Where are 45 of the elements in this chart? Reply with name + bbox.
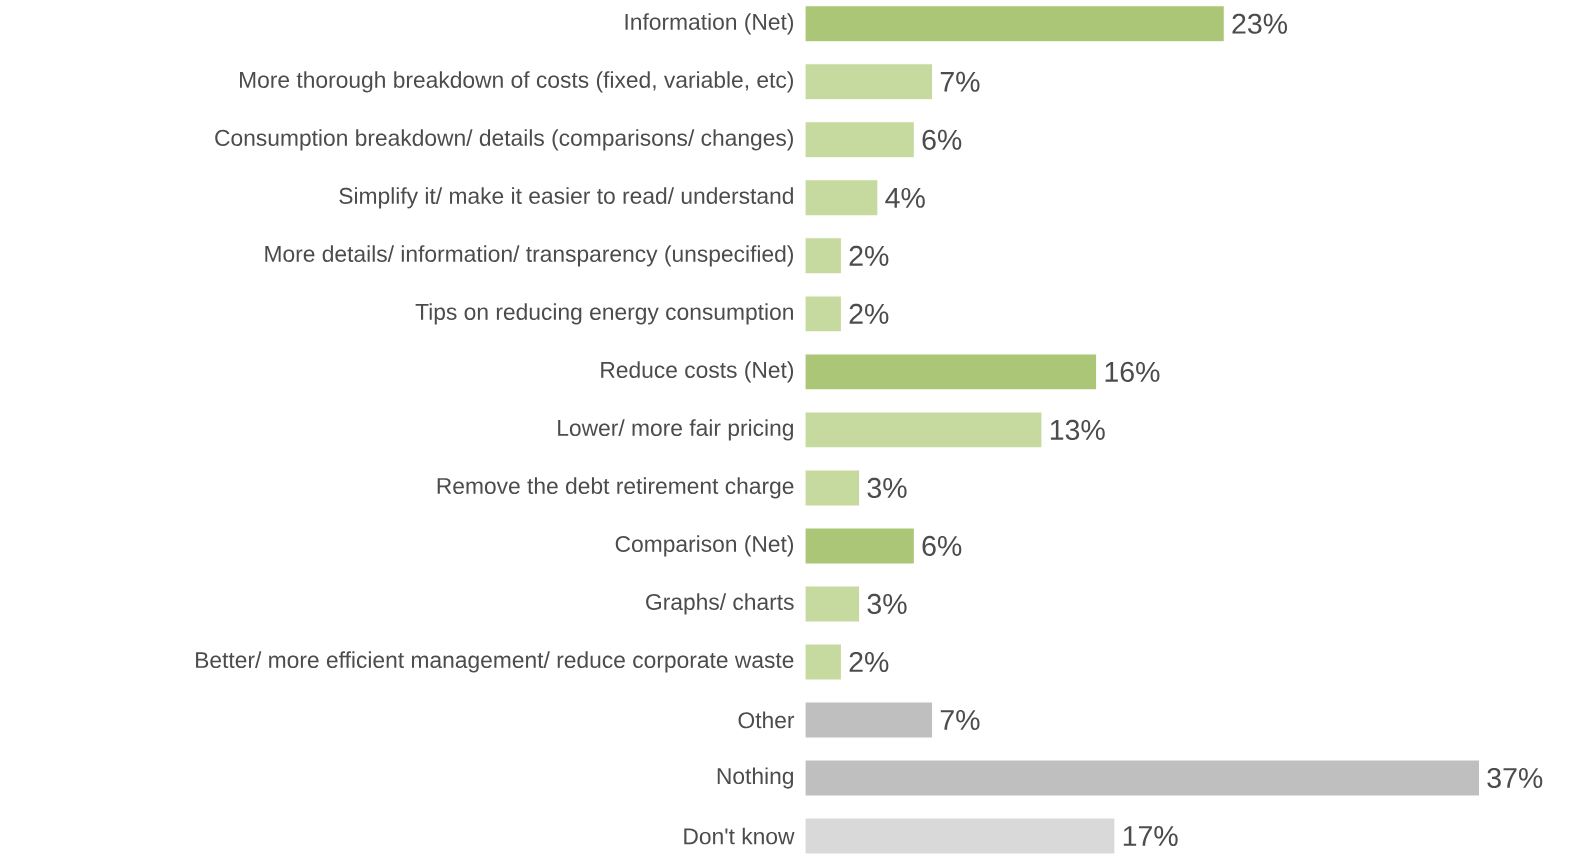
y-tick-label: More details/ information/ transparency (unspecified) (265, 245, 793, 267)
y-tick-label: Tips on reducing energy consumption (415, 303, 793, 325)
y-tick-label: Other (738, 711, 795, 729)
y-tick-label: Simplify it/ make it easier to read/ understand (339, 187, 793, 209)
y-tick-label: More thorough breakdown of costs (fixed, variable, etc) (240, 71, 793, 93)
bar (804, 817, 1116, 855)
y-tick-label: Better/ more efficient management/ reduce corporate waste (196, 651, 794, 673)
bar (804, 121, 915, 159)
y-tick-label: Reduce costs (Net) (601, 361, 794, 383)
data-label: 4% (885, 188, 925, 209)
y-tick-label: Nothing (717, 767, 794, 789)
data-label: 3% (867, 478, 907, 499)
data-label: 16% (1105, 362, 1160, 383)
data-label: 7% (940, 710, 980, 731)
y-tick-label: Don't know (684, 827, 795, 845)
data-label: 6% (922, 536, 962, 557)
data-label: 2% (849, 246, 889, 267)
data-label: 3% (867, 594, 907, 615)
y-tick-label: Remove the debt retirement charge (437, 477, 794, 499)
data-label: 37% (1487, 768, 1543, 789)
bar (804, 643, 843, 681)
bar (804, 701, 934, 739)
data-label: 7% (940, 72, 980, 93)
y-tick-label: Information (Net) (625, 13, 794, 35)
y-tick-label: Comparison (Net) (615, 535, 794, 557)
bar (804, 469, 861, 507)
bar (804, 411, 1043, 449)
bar (804, 527, 915, 565)
y-tick-label: Consumption breakdown/ details (comparisons/ changes) (215, 129, 793, 151)
data-label: 23% (1232, 13, 1288, 35)
bar (804, 759, 1481, 797)
data-label: 17% (1123, 826, 1178, 847)
y-tick-label: Graphs/ charts (646, 593, 794, 615)
data-label: 2% (849, 304, 889, 325)
bar (804, 63, 934, 101)
bar (804, 295, 843, 333)
bar (804, 585, 861, 623)
bar (804, 179, 879, 217)
data-label: 6% (922, 129, 962, 151)
bar (804, 237, 843, 275)
data-label: 13% (1050, 420, 1105, 441)
bar (804, 353, 1098, 391)
y-tick-label: Lower/ more fair pricing (558, 419, 793, 441)
data-label: 2% (849, 652, 889, 673)
bar (804, 5, 1225, 43)
